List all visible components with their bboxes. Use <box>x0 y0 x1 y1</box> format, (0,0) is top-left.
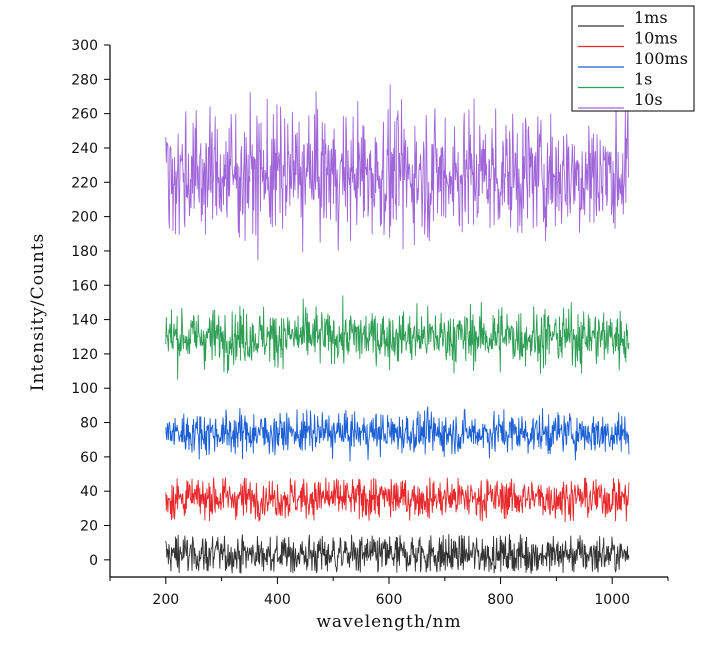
y-tick-label: 140 <box>71 313 98 329</box>
legend-box <box>571 5 695 112</box>
y-tick-label: 180 <box>71 244 98 260</box>
x-tick-label: 1000 <box>594 592 630 608</box>
y-tick-label: 160 <box>71 278 98 294</box>
x-tick-label: 200 <box>152 592 179 608</box>
y-tick-label: 100 <box>71 381 98 397</box>
y-tick-label: 260 <box>71 107 98 123</box>
legend-label: 1s <box>634 70 652 89</box>
series-line-1s <box>165 295 630 380</box>
series-line-10ms <box>165 477 630 523</box>
y-tick-label: 300 <box>71 38 98 54</box>
y-tick-label: 0 <box>89 553 98 569</box>
x-tick-label: 600 <box>376 592 403 608</box>
y-tick-label: 40 <box>80 484 98 500</box>
y-tick-label: 200 <box>71 210 98 226</box>
y-tick-label: 20 <box>80 519 98 535</box>
series-layer <box>165 84 630 574</box>
y-tick-label: 120 <box>71 347 98 363</box>
x-ticks: 200 400 600 800 1000 <box>109 577 669 608</box>
x-axis-title: wavelength/nm <box>316 612 461 632</box>
y-tick-label: 80 <box>80 416 98 432</box>
legend-label: 100ms <box>634 49 688 68</box>
legend-label: 1ms <box>634 8 668 27</box>
y-axis-title: Intensity/Counts <box>28 233 48 392</box>
x-tick-label: 800 <box>487 592 514 608</box>
y-tick-label: 240 <box>71 141 98 157</box>
series-line-10s <box>165 84 630 261</box>
legend-label: 10ms <box>634 29 678 48</box>
y-tick-label: 60 <box>80 450 98 466</box>
series-line-1ms <box>165 534 630 574</box>
series-line-100ms <box>165 406 630 462</box>
legend-label: 10s <box>634 90 663 109</box>
y-ticks: 0 20 40 60 80 100 120 140 160 180 200 220 240 260 280 3… <box>71 38 110 569</box>
y-tick-label: 220 <box>71 175 98 191</box>
x-tick-label: 400 <box>264 592 291 608</box>
y-tick-label: 280 <box>71 72 98 88</box>
